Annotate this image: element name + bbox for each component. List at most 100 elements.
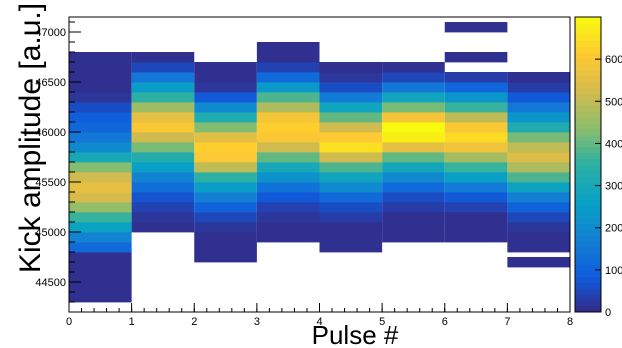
heatmap-cell xyxy=(194,182,257,193)
heatmap-cell xyxy=(444,72,508,83)
heatmap-cell xyxy=(382,62,445,73)
colorbar-swatch xyxy=(575,17,601,24)
heatmap-cell xyxy=(69,52,132,63)
heatmap-cell xyxy=(69,242,132,253)
colorbar-swatch xyxy=(575,76,601,83)
x-tick-label: 3 xyxy=(254,316,260,328)
heatmap-cell xyxy=(69,152,132,163)
heatmap-cell xyxy=(319,82,383,93)
heatmap-cell xyxy=(194,192,257,203)
colorbar-swatch xyxy=(575,105,601,112)
heatmap-cell xyxy=(194,162,257,173)
colorbar-swatch xyxy=(575,194,601,201)
colorbar-swatch xyxy=(575,64,601,71)
colorbar-swatch xyxy=(575,140,601,148)
colorbar-swatch xyxy=(575,58,601,65)
heatmap-cell xyxy=(194,82,257,93)
heatmap-cell xyxy=(69,172,132,183)
colorbar-swatch xyxy=(575,28,601,36)
heatmap-cell xyxy=(69,212,132,223)
heatmap-cell xyxy=(444,172,508,183)
colorbar: 0 100 200 300 400 500 600 xyxy=(574,16,622,319)
heatmap-cell xyxy=(131,122,195,133)
colorbar-swatch xyxy=(575,188,601,195)
heatmap-cell xyxy=(256,92,320,103)
x-tick-label: 1 xyxy=(129,316,135,328)
heatmap-cell xyxy=(444,142,508,153)
colorbar-swatch xyxy=(575,123,601,130)
heatmap-cell xyxy=(69,182,132,193)
colorbar-swatch xyxy=(575,135,601,142)
heatmap-cell xyxy=(69,202,132,213)
heatmap-cell xyxy=(444,212,508,223)
colorbar-swatch xyxy=(575,300,601,307)
x-tick-label: 5 xyxy=(379,316,385,328)
colorbar-swatch xyxy=(575,306,601,313)
heatmap-cell xyxy=(194,152,257,163)
colorbar-swatch xyxy=(575,258,601,266)
heatmap-cell xyxy=(507,122,571,133)
colorbar-swatch xyxy=(575,229,601,236)
heatmap-cell xyxy=(256,132,320,143)
y-axis-ticks: 44500 45000 45500 46000 46500 47000 xyxy=(35,21,81,303)
heatmap-cell xyxy=(194,72,257,83)
colorbar-swatch xyxy=(575,235,601,242)
heatmap-cell xyxy=(131,212,195,223)
heatmap-cell xyxy=(194,252,257,263)
colorbar-frame xyxy=(574,16,602,313)
colorbar-swatch xyxy=(575,34,601,42)
heatmap-cell xyxy=(319,202,383,213)
colorbar-swatch xyxy=(575,199,601,207)
colorbar-tick-label: 400 xyxy=(605,138,622,150)
heatmap-cell xyxy=(256,82,320,93)
x-tick-label: 4 xyxy=(316,316,322,328)
heatmap-cell xyxy=(69,262,132,273)
colorbar-swatch xyxy=(575,217,601,224)
heatmap-cell xyxy=(319,192,383,203)
heatmap-cell xyxy=(382,232,445,243)
heatmap-cell xyxy=(382,142,445,153)
heatmap-cell xyxy=(507,92,571,103)
heatmap-cell xyxy=(69,82,132,93)
colorbar-swatch xyxy=(575,270,601,278)
heatmap-cell xyxy=(382,172,445,183)
heatmap-cell xyxy=(507,202,571,213)
heatmap-cell xyxy=(444,152,508,163)
heatmap-cell xyxy=(69,272,132,283)
heatmap-cell xyxy=(69,192,132,203)
heatmap-cell xyxy=(256,192,320,203)
colorbar-swatch xyxy=(575,264,601,272)
heatmap-cell xyxy=(256,72,320,83)
heatmap-cell xyxy=(194,232,257,243)
colorbar-swatch xyxy=(575,81,601,89)
heatmap-cell xyxy=(256,222,320,233)
colorbar-tick-label: 0 xyxy=(605,307,611,319)
heatmap-cell xyxy=(194,222,257,233)
heatmap-cell xyxy=(444,182,508,193)
colorbar-swatch xyxy=(575,146,601,154)
heatmap-cell xyxy=(319,152,383,163)
heatmap-cell xyxy=(382,182,445,193)
heatmap-cell xyxy=(507,152,571,163)
heatmap-cell xyxy=(319,132,383,143)
heatmap-cell xyxy=(444,202,508,213)
heatmap-cell xyxy=(507,132,571,143)
heatmap-cell xyxy=(507,72,571,83)
y-tick-label: 45500 xyxy=(35,177,66,189)
heatmap-cell xyxy=(131,52,195,63)
x-tick-label: 2 xyxy=(191,316,197,328)
y-tick-label: 46000 xyxy=(35,127,66,139)
heatmap-cell xyxy=(444,102,508,113)
heatmap-cell xyxy=(256,52,320,63)
heatmap-cell xyxy=(194,112,257,123)
heatmap-cell xyxy=(256,162,320,173)
heatmap-cell xyxy=(69,92,132,103)
heatmap-cell xyxy=(507,222,571,233)
colorbar-swatch xyxy=(575,294,601,301)
heatmap-cell xyxy=(507,192,571,203)
heatmap-cell xyxy=(256,172,320,183)
heatmap-cell xyxy=(319,112,383,123)
heatmap-cell xyxy=(69,132,132,143)
heatmap-cell xyxy=(319,102,383,113)
